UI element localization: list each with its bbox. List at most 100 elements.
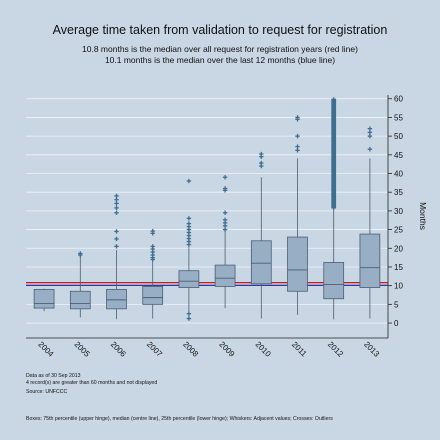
box-iqr-2010	[250, 240, 272, 285]
box-iqr-2012	[323, 262, 345, 300]
outlier-2013-0	[367, 147, 373, 152]
outlier-2011-1	[295, 144, 300, 149]
outlier-2006-0	[114, 244, 119, 249]
outlier-2012-32.8	[331, 198, 336, 203]
footer-legend: Boxes: 75th percentile (upper hinge), me…	[26, 416, 333, 422]
chart-subtitle-2: 10.1 months is the median over the last …	[105, 55, 335, 65]
outlier-2012-47.8	[331, 142, 336, 147]
y-tick-label-50: 50	[394, 132, 403, 141]
outlier-2012-45.8	[331, 149, 336, 155]
outlier-2012-42.8	[331, 160, 336, 166]
outlier-2011-2	[295, 133, 300, 139]
outlier-2012-41.8	[331, 164, 336, 169]
outlier-2006-1	[114, 236, 119, 242]
y-tick-label-55: 55	[394, 113, 403, 122]
outlier-2012-55.8	[331, 112, 336, 117]
box-2008	[178, 178, 200, 321]
outlier-2005-1	[78, 251, 83, 256]
outlier-2012-46.8	[331, 145, 336, 151]
box-iqr-2007	[142, 286, 164, 305]
box-iqr-2013	[359, 233, 381, 288]
outlier-2012-57.8	[331, 104, 336, 110]
box-2009	[214, 175, 236, 309]
x-tick-label-2009: 2009	[217, 340, 236, 359]
box-2013	[359, 126, 381, 319]
outlier-2012-36.8	[331, 183, 336, 188]
outlier-2012-30.8	[331, 205, 336, 211]
outlier-2008-1	[186, 311, 192, 316]
outlier-2012-59.8	[331, 97, 336, 102]
outlier-2009-4	[222, 210, 228, 215]
box-2004	[33, 288, 55, 312]
box-iqr-2009	[214, 264, 236, 287]
box-2007	[142, 228, 164, 319]
outlier-2010-1	[259, 160, 264, 166]
outlier-2012-38.8	[331, 175, 336, 181]
outlier-2012-48.8	[331, 138, 336, 143]
outlier-2006-7	[114, 193, 119, 199]
y-tick-label-60: 60	[394, 95, 403, 104]
box-2006	[106, 193, 127, 320]
outlier-2008-9	[186, 221, 192, 226]
outlier-2007-7	[150, 228, 155, 234]
outlier-2006-3	[114, 210, 119, 215]
note-source: Source: UNFCCC	[26, 389, 67, 395]
box-iqr-2011	[287, 236, 308, 292]
box-iqr-2005	[69, 290, 91, 310]
y-tick-label-30: 30	[394, 207, 403, 216]
x-tick-label-2005: 2005	[73, 340, 92, 359]
x-tick-label-2008: 2008	[181, 340, 200, 359]
outlier-2011-0	[295, 148, 300, 153]
y-axis: 0 5 10 15 20 25 30 35 40 45 50 55 60	[387, 95, 403, 338]
outlier-2012-40.8	[331, 168, 336, 173]
x-tick-label-2007: 2007	[145, 340, 164, 359]
y-tick-label-20: 20	[394, 244, 403, 253]
outlier-2012-43.8	[331, 157, 336, 162]
outlier-2009-3	[222, 217, 228, 223]
x-tick-label-2011: 2011	[290, 340, 309, 359]
outlier-2010-3	[259, 151, 264, 157]
box-2011	[287, 115, 308, 315]
outlier-2006-5	[114, 201, 119, 206]
chart-subtitle-1: 10.8 months is the median over all reque…	[82, 44, 358, 54]
box-iqr-2008	[178, 270, 200, 288]
box-2010	[250, 151, 272, 319]
note-data-date: Data as of 30 Sep 2013	[26, 373, 81, 379]
box-2012	[323, 97, 345, 320]
y-tick-label-0: 0	[394, 319, 399, 328]
outlier-2012-52.8	[331, 123, 336, 128]
x-tick-label-2013: 2013	[362, 340, 381, 359]
outlier-2013-2	[367, 130, 373, 135]
outlier-2009-7	[222, 175, 228, 180]
outlier-2012-31.8	[331, 201, 336, 207]
outlier-2008-0	[186, 316, 192, 321]
outlier-2012-37.8	[331, 179, 336, 184]
y-tick-label-40: 40	[394, 170, 403, 179]
y-tick-label-5: 5	[394, 300, 399, 309]
y-tick-label-35: 35	[394, 188, 403, 197]
outlier-2012-50.8	[331, 130, 336, 136]
outlier-2011-4	[295, 115, 300, 120]
x-tick-label-2006: 2006	[109, 340, 128, 359]
outlier-2006-2	[114, 229, 119, 234]
box-2005	[69, 251, 91, 318]
boxplots	[33, 97, 381, 321]
outlier-2012-51.8	[331, 127, 336, 132]
x-tick-label-2010: 2010	[254, 340, 273, 359]
outlier-2012-35.8	[331, 187, 336, 192]
x-axis: 2004 2005 2006 2007 2008 2009 2010 2011 2012 2013	[26, 337, 388, 359]
outlier-2012-33.8	[331, 194, 336, 199]
outlier-2008-10	[186, 216, 192, 221]
box-iqr-2004	[33, 288, 55, 309]
y-axis-label: Months	[418, 202, 428, 230]
outlier-2009-0	[222, 227, 228, 232]
chart-title: Average time taken from validation to re…	[53, 23, 388, 37]
outlier-2008-11	[186, 178, 192, 184]
outlier-2012-54.8	[331, 115, 336, 121]
outlier-2012-58.8	[331, 101, 336, 106]
outlier-2007-5	[150, 244, 155, 249]
y-tick-label-15: 15	[394, 263, 403, 272]
box-iqr-2006	[106, 288, 127, 310]
y-tick-label-25: 25	[394, 226, 403, 235]
